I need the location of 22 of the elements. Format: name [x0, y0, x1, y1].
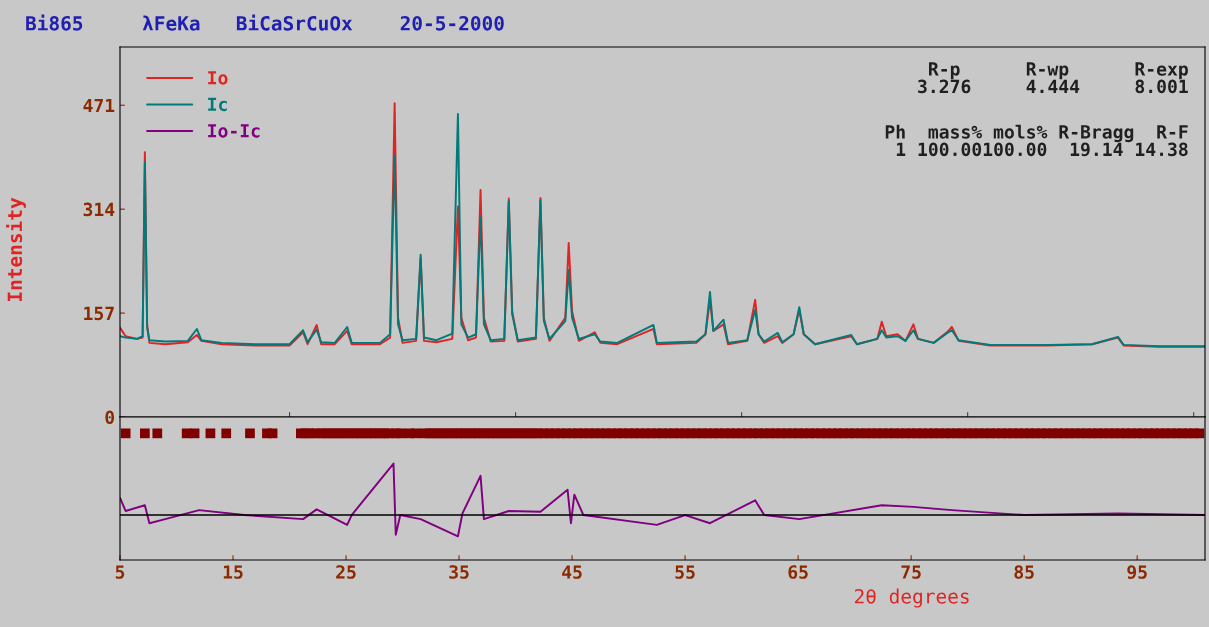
legend-label: Io	[208, 71, 228, 85]
y-tick-label: 471	[83, 98, 115, 113]
y-tick-label: 314	[83, 202, 115, 217]
legend-label: Io-Ic	[208, 124, 260, 138]
x-tick-label: 65	[788, 565, 808, 579]
x-tick-label: 75	[901, 565, 921, 579]
y-tick-label: 0	[105, 410, 115, 425]
x-tick-label: 5	[115, 565, 125, 579]
x-tick-label: 15	[223, 565, 243, 579]
x-tick-label: 85	[1014, 565, 1034, 579]
x-tick-label: 55	[675, 565, 695, 579]
annotation: Ph mass% mols% R-Bragg R-F 1 100.00100.00 19.14 14.38	[885, 124, 1188, 157]
x-tick-label: 35	[449, 565, 469, 579]
y-axis-title: Intensity	[6, 197, 26, 302]
x-tick-label: 95	[1127, 565, 1147, 579]
x-tick-label: 25	[336, 565, 356, 579]
y-tick-label: 157	[84, 306, 114, 321]
legend-label: Ic	[208, 97, 227, 112]
annotation: R-p R-wp R-exp 3.276 4.444 8.001	[918, 62, 1188, 94]
chart-title: Bi865 λFeKa BiCaSrCuOx 20-5-2000	[26, 14, 504, 31]
x-tick-label: 45	[562, 565, 582, 579]
x-axis-title: 2θ degrees	[854, 588, 969, 608]
